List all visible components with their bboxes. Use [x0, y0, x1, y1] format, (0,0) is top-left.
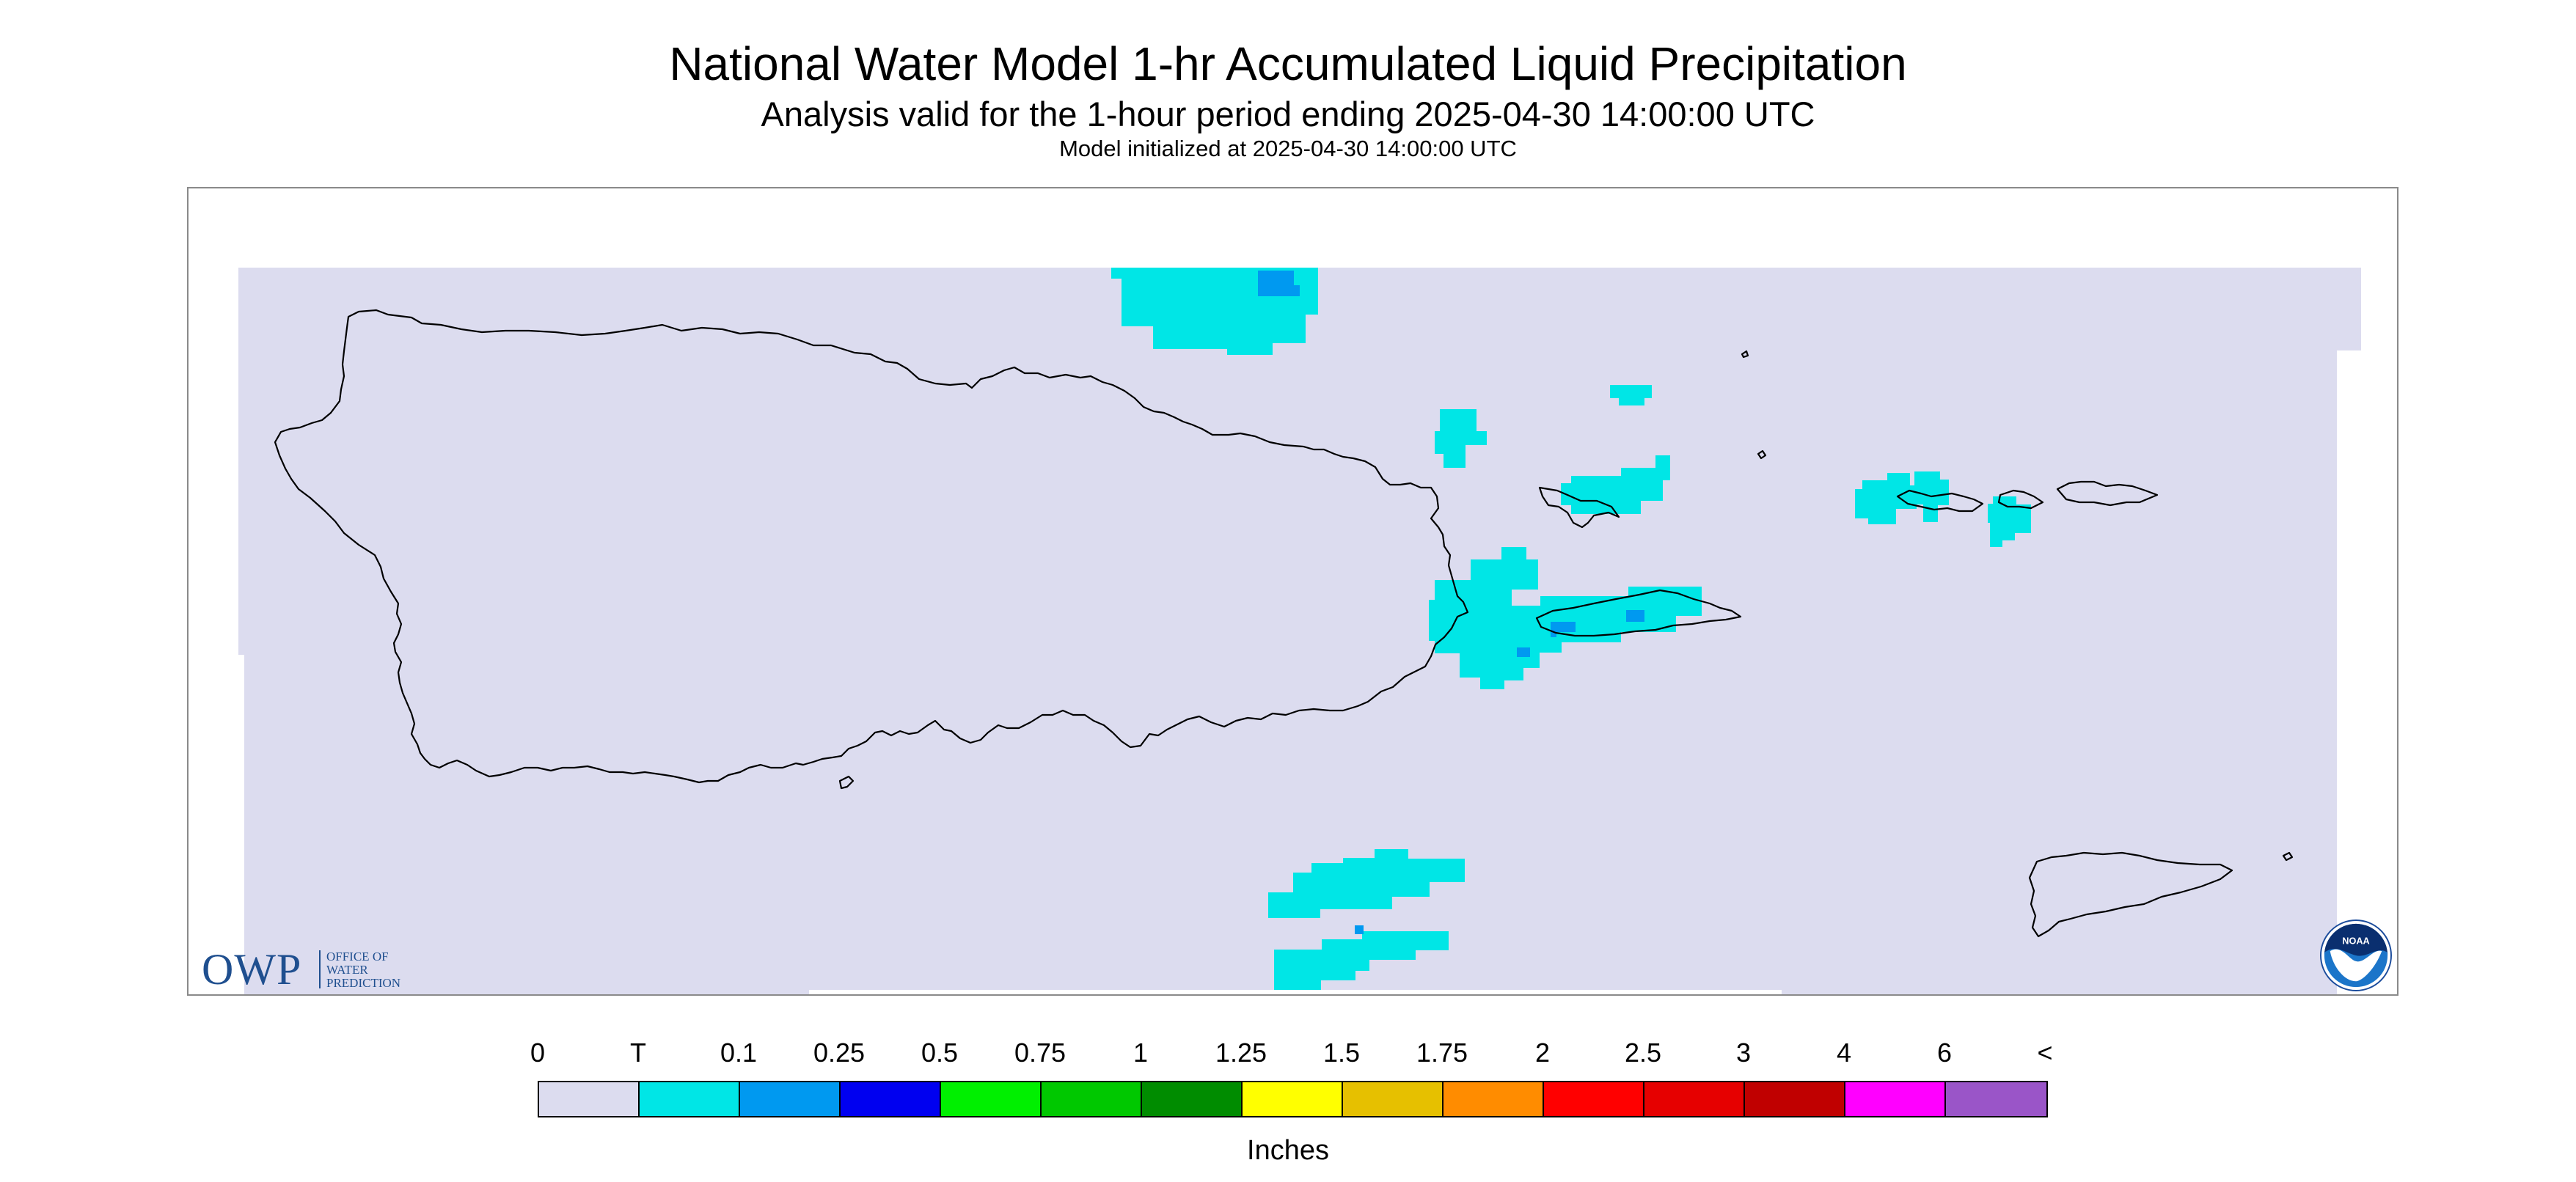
legend-tick-label: 0.75: [1014, 1038, 1066, 1068]
legend-swatch: [1243, 1082, 1343, 1116]
legend-swatch: [1443, 1082, 1544, 1116]
domain-background: [238, 268, 2361, 994]
legend-tick-label: 1.25: [1215, 1038, 1267, 1068]
legend-swatch: [740, 1082, 841, 1116]
st-thomas-coastline: [1896, 489, 1984, 513]
precip-light-areas: [1258, 271, 1644, 934]
precip-area-culebra-n: [1610, 385, 1652, 405]
legend-tick-label: 4: [1836, 1038, 1852, 1068]
st-john-coastline: [1997, 489, 2044, 510]
model-domain: [238, 268, 2361, 994]
legend-tick-label: 0.1: [720, 1038, 758, 1068]
legend-swatch: [1042, 1082, 1142, 1116]
precip-area-fajardo: [1435, 409, 1487, 468]
precip-area-usvi-west: [1855, 473, 1917, 524]
legend-tick-label: 2.5: [1624, 1038, 1662, 1068]
noaa-logo: NOAA: [2320, 919, 2392, 991]
model-init-line: Model initialized at 2025-04-30 14:00:00…: [1059, 136, 1517, 161]
precip-light-vieques: [1551, 622, 1576, 637]
map-frame: OWP OFFICE OF WATER PREDICTION NOAA: [187, 187, 2398, 996]
legend-swatch: [941, 1082, 1042, 1116]
st-croix-coastline: [2028, 851, 2233, 938]
precip-area-vieques-n: [1561, 455, 1670, 514]
islet-1: [1741, 350, 1749, 359]
legend-swatch: [1745, 1082, 1845, 1116]
legend-swatch: [1845, 1082, 1946, 1116]
precip-area-south-1: [1268, 849, 1465, 918]
islet-3: [2282, 851, 2294, 862]
vieques-coastline: [1535, 589, 1742, 637]
legend-swatch: [1544, 1082, 1644, 1116]
legend-swatch: [1946, 1082, 2046, 1116]
owp-logo-subtitle: OFFICE OF WATER PREDICTION: [326, 950, 401, 990]
tortola-coastline: [2056, 480, 2159, 507]
legend-swatch: [1343, 1082, 1443, 1116]
legend-tick-label: 1: [1133, 1038, 1149, 1068]
legend-tick-label: 1.75: [1416, 1038, 1468, 1068]
legend-colorbar: [538, 1081, 2048, 1117]
culebra-coastline: [1538, 486, 1620, 529]
noaa-logo-text: NOAA: [2342, 935, 2370, 946]
precip-area-east-pr: [1429, 547, 1702, 689]
owp-logo-divider: [319, 950, 321, 988]
legend-tick-label: 0.5: [921, 1038, 959, 1068]
legend-swatch: [841, 1082, 941, 1116]
precip-area-south-2: [1274, 931, 1449, 990]
precip-light-north: [1258, 271, 1300, 296]
legend-tick-label: 6: [1936, 1038, 1953, 1068]
legend-tick-label: 1.5: [1322, 1038, 1361, 1068]
precip-light-east: [1517, 647, 1530, 657]
legend-tick-label: 0: [530, 1038, 546, 1068]
coastlines: [274, 309, 2294, 938]
legend-tick-label: <: [2037, 1038, 2053, 1068]
precip-light-south: [1355, 925, 1364, 934]
legend-swatch: [539, 1082, 640, 1116]
islet-2: [1757, 449, 1767, 460]
legend-tick-label: 3: [1735, 1038, 1752, 1068]
precipitation-map: [238, 268, 2361, 994]
legend-units: Inches: [1247, 1135, 1329, 1166]
legend-tick-label: T: [630, 1038, 646, 1068]
legend-tick-label: 0.25: [813, 1038, 866, 1068]
precip-light-vieques-e: [1626, 610, 1644, 622]
map-subtitle: Analysis valid for the 1-hour period end…: [761, 95, 1815, 133]
legend-swatch: [640, 1082, 740, 1116]
map-title: National Water Model 1-hr Accumulated Li…: [669, 37, 1907, 90]
mona-area-islet: [838, 775, 855, 790]
owp-logo-letters: OWP: [202, 945, 302, 994]
legend-tick-label: 2: [1534, 1038, 1551, 1068]
puerto-rico-coastline: [274, 309, 1469, 784]
legend-swatch: [1142, 1082, 1243, 1116]
legend-swatch: [1644, 1082, 1745, 1116]
precip-area-usvi-east: [1988, 496, 2031, 547]
